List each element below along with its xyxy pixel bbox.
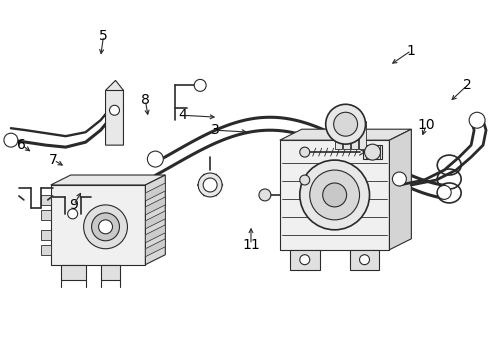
Polygon shape bbox=[145, 211, 165, 229]
Polygon shape bbox=[145, 197, 165, 215]
Circle shape bbox=[147, 151, 163, 167]
Text: 2: 2 bbox=[462, 78, 470, 93]
Bar bbox=[358, 121, 365, 149]
Polygon shape bbox=[289, 250, 319, 270]
Text: 1: 1 bbox=[406, 44, 415, 58]
Bar bbox=[342, 121, 349, 149]
Circle shape bbox=[299, 255, 309, 265]
Circle shape bbox=[309, 170, 359, 220]
Text: 3: 3 bbox=[210, 123, 219, 137]
Polygon shape bbox=[349, 250, 379, 270]
Bar bbox=[362, 145, 382, 159]
Circle shape bbox=[198, 173, 222, 197]
Polygon shape bbox=[41, 195, 51, 205]
Circle shape bbox=[203, 178, 217, 192]
Text: 9: 9 bbox=[69, 198, 78, 212]
Circle shape bbox=[322, 183, 346, 207]
Polygon shape bbox=[145, 239, 165, 257]
Polygon shape bbox=[41, 245, 51, 255]
Circle shape bbox=[325, 104, 365, 144]
Circle shape bbox=[91, 213, 119, 241]
Text: 7: 7 bbox=[49, 153, 58, 167]
Text: 11: 11 bbox=[242, 238, 259, 252]
Polygon shape bbox=[41, 210, 51, 220]
Circle shape bbox=[392, 172, 406, 186]
Polygon shape bbox=[61, 265, 85, 280]
Bar bbox=[334, 121, 341, 149]
Circle shape bbox=[299, 160, 369, 230]
Polygon shape bbox=[279, 140, 388, 250]
Circle shape bbox=[436, 185, 450, 199]
Circle shape bbox=[99, 220, 112, 234]
Polygon shape bbox=[145, 225, 165, 243]
Polygon shape bbox=[105, 80, 123, 145]
Polygon shape bbox=[388, 129, 410, 250]
Polygon shape bbox=[101, 265, 120, 280]
Polygon shape bbox=[51, 185, 145, 265]
Text: 4: 4 bbox=[178, 108, 186, 122]
Circle shape bbox=[299, 147, 309, 157]
Circle shape bbox=[67, 209, 78, 219]
Bar bbox=[350, 121, 357, 149]
Circle shape bbox=[364, 144, 380, 160]
Circle shape bbox=[359, 255, 369, 265]
Text: 6: 6 bbox=[18, 138, 26, 152]
Text: 8: 8 bbox=[141, 93, 149, 107]
Circle shape bbox=[194, 80, 206, 91]
Polygon shape bbox=[279, 129, 410, 140]
Polygon shape bbox=[51, 175, 165, 185]
Polygon shape bbox=[41, 230, 51, 240]
Circle shape bbox=[259, 189, 270, 201]
Circle shape bbox=[299, 175, 309, 185]
Polygon shape bbox=[145, 183, 165, 201]
Circle shape bbox=[83, 205, 127, 249]
Text: 10: 10 bbox=[417, 118, 434, 132]
Text: 5: 5 bbox=[99, 28, 108, 42]
Circle shape bbox=[468, 112, 484, 128]
Circle shape bbox=[4, 133, 18, 147]
Circle shape bbox=[109, 105, 119, 115]
Circle shape bbox=[333, 112, 357, 136]
Polygon shape bbox=[145, 175, 165, 265]
